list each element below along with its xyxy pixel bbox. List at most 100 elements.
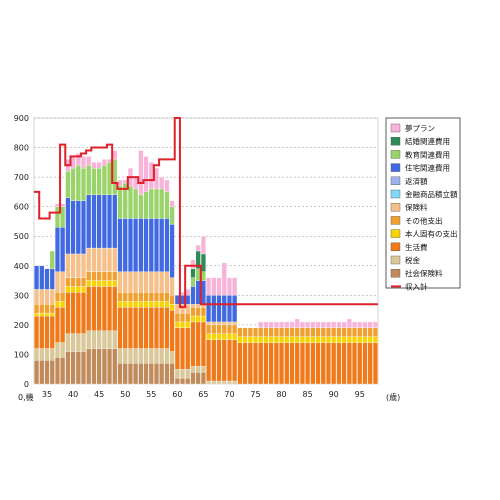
bar-segment bbox=[49, 250, 55, 269]
bar-segment bbox=[91, 247, 97, 272]
bar-segment bbox=[226, 324, 232, 334]
bar-segment bbox=[86, 280, 92, 287]
bar-segment bbox=[117, 307, 123, 349]
bar-segment bbox=[320, 327, 326, 337]
bar-segment bbox=[226, 321, 232, 326]
bar-segment bbox=[60, 271, 66, 293]
bar-segment bbox=[148, 292, 154, 302]
bar-segment bbox=[289, 327, 295, 337]
bar-segment bbox=[65, 171, 71, 198]
bar-segment bbox=[75, 277, 81, 287]
bar-segment bbox=[367, 336, 373, 343]
bar-segment bbox=[169, 277, 175, 296]
bar-segment bbox=[159, 218, 165, 272]
bar-segment bbox=[362, 342, 368, 385]
bar-segment bbox=[86, 194, 92, 249]
bar-segment bbox=[211, 333, 217, 340]
bar-segment bbox=[154, 348, 159, 364]
bar-segment bbox=[258, 336, 264, 343]
legend-label: その他支出 bbox=[405, 215, 443, 225]
x-tick-label: 90 bbox=[329, 390, 339, 399]
bar-segment bbox=[279, 342, 285, 385]
bar-segment bbox=[211, 321, 217, 326]
bar-segment bbox=[86, 348, 92, 385]
bar-segment bbox=[39, 265, 45, 290]
bar-segment bbox=[216, 333, 222, 340]
bar-segment bbox=[289, 342, 295, 385]
gridlines bbox=[34, 117, 378, 355]
bar-segment bbox=[39, 312, 45, 317]
x-tick-label: 50 bbox=[120, 390, 130, 399]
bar-segment bbox=[143, 348, 149, 364]
bar-segment bbox=[372, 327, 378, 337]
bar-segment bbox=[34, 360, 40, 385]
bar-segment bbox=[122, 301, 128, 308]
bar-segment bbox=[127, 348, 133, 364]
bar-segment bbox=[91, 286, 97, 331]
bar-segment bbox=[75, 153, 81, 166]
bar-segment bbox=[164, 292, 170, 302]
bar-segment bbox=[117, 292, 123, 302]
legend-label: 教育関連費用 bbox=[405, 149, 450, 159]
bar-segment bbox=[305, 342, 311, 385]
bar-segment bbox=[54, 307, 60, 343]
bar-segment bbox=[96, 162, 102, 169]
bar-segment bbox=[133, 301, 139, 308]
x-start-label: 0,機 bbox=[18, 392, 34, 402]
bar-segment bbox=[70, 351, 76, 385]
bar-segment bbox=[127, 292, 133, 302]
bar-segment bbox=[101, 165, 107, 195]
bar-segment bbox=[169, 363, 175, 385]
x-axis: 35 40 45 50 55 60 65 70 75 80 85 90 95 bbox=[42, 390, 365, 399]
bar-segment bbox=[159, 271, 165, 293]
bar-segment bbox=[268, 327, 274, 337]
bar-segment bbox=[336, 327, 342, 337]
bar-segment bbox=[190, 304, 196, 308]
bar-segment bbox=[247, 336, 253, 343]
bar-segment bbox=[81, 253, 86, 278]
bar-segment bbox=[336, 321, 342, 328]
bar-segment bbox=[65, 292, 71, 334]
bar-segment bbox=[180, 369, 186, 379]
bar-segment bbox=[75, 333, 81, 352]
bar-segment bbox=[294, 342, 300, 385]
bar-segment bbox=[143, 156, 149, 193]
y-tick-label: 400 bbox=[14, 262, 29, 271]
bar-segment bbox=[81, 277, 86, 287]
bar-segment bbox=[44, 315, 50, 349]
bar-segment bbox=[232, 324, 238, 334]
legend-swatch bbox=[390, 150, 401, 159]
legend-label: 保険料 bbox=[405, 202, 428, 212]
bar-segment bbox=[315, 327, 321, 337]
bar-segment bbox=[60, 301, 66, 308]
bar-segment bbox=[127, 271, 133, 293]
bar-segment bbox=[96, 194, 102, 249]
legend-swatch bbox=[390, 242, 401, 252]
y-tick-label: 0 bbox=[24, 380, 29, 389]
bar-segment bbox=[44, 360, 50, 385]
legend-swatch bbox=[390, 176, 401, 186]
bar-segment bbox=[154, 188, 159, 219]
bar-segment bbox=[190, 315, 196, 323]
bar-segment bbox=[346, 327, 352, 337]
bar-segment bbox=[39, 304, 45, 314]
bar-segment bbox=[273, 336, 279, 343]
bar-segment bbox=[279, 336, 285, 343]
bar-segment bbox=[101, 330, 107, 349]
bar-segment bbox=[331, 327, 337, 337]
bar-segment bbox=[211, 380, 217, 385]
bar-segment bbox=[65, 253, 71, 278]
bar-segment bbox=[34, 315, 40, 349]
bar-segment bbox=[185, 312, 191, 323]
bar-segment bbox=[352, 327, 358, 337]
bar-segment bbox=[138, 363, 144, 385]
bar-segment bbox=[34, 289, 40, 305]
bar-segment bbox=[107, 247, 113, 272]
bar-segment bbox=[211, 339, 217, 382]
bar-segment bbox=[96, 271, 102, 281]
bar-segment bbox=[91, 168, 97, 195]
bar-segment bbox=[54, 342, 60, 358]
bar-segment bbox=[154, 218, 159, 272]
bar-segment bbox=[49, 360, 55, 385]
